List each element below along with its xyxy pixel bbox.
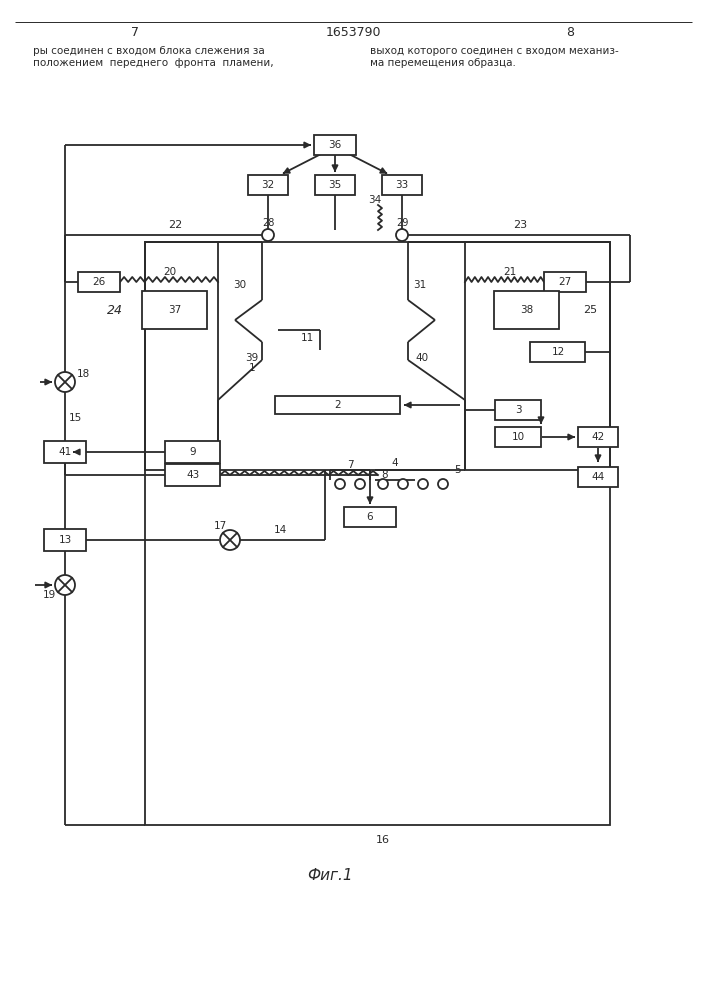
Circle shape [418, 479, 428, 489]
Text: 15: 15 [69, 413, 81, 423]
Text: 19: 19 [42, 590, 56, 600]
Text: 32: 32 [262, 180, 274, 190]
Bar [44, 529, 86, 551]
Circle shape [55, 575, 75, 595]
Bar [44, 441, 86, 463]
Text: 2: 2 [334, 400, 341, 410]
Text: 6: 6 [367, 512, 373, 522]
Text: 35: 35 [328, 180, 341, 190]
Text: 12: 12 [551, 347, 565, 357]
Text: 14: 14 [274, 525, 286, 535]
Text: 22: 22 [168, 220, 182, 230]
Circle shape [438, 479, 448, 489]
Circle shape [55, 372, 75, 392]
Text: 41: 41 [59, 447, 71, 457]
Circle shape [335, 479, 345, 489]
Circle shape [262, 229, 274, 241]
Text: 44: 44 [591, 472, 604, 482]
Text: 38: 38 [520, 305, 534, 315]
Text: 29: 29 [396, 218, 408, 228]
Text: 43: 43 [187, 470, 199, 480]
Bar [578, 467, 618, 487]
Bar [276, 396, 400, 414]
Text: 17: 17 [214, 521, 227, 531]
Circle shape [355, 479, 365, 489]
Text: 39: 39 [245, 353, 259, 363]
Text: 23: 23 [513, 220, 527, 230]
Bar [344, 507, 396, 527]
Bar [382, 175, 422, 195]
Circle shape [396, 229, 408, 241]
Bar [145, 242, 610, 825]
Text: 7: 7 [346, 460, 354, 470]
Bar [165, 441, 221, 463]
Text: 26: 26 [93, 277, 105, 287]
Text: 8: 8 [382, 470, 388, 480]
Bar [530, 342, 585, 362]
Bar [495, 427, 541, 447]
Bar [315, 175, 355, 195]
Circle shape [378, 479, 388, 489]
Text: 16: 16 [376, 835, 390, 845]
Bar [465, 242, 610, 470]
Text: 25: 25 [583, 305, 597, 315]
Text: 21: 21 [503, 267, 517, 277]
Bar [578, 427, 618, 447]
Text: 34: 34 [368, 195, 382, 205]
Bar [165, 464, 221, 486]
Circle shape [398, 479, 408, 489]
Text: 37: 37 [168, 305, 182, 315]
Text: 4: 4 [392, 458, 398, 468]
Text: 18: 18 [76, 369, 90, 379]
Text: 20: 20 [163, 267, 177, 277]
Text: 42: 42 [591, 432, 604, 442]
Bar [495, 400, 541, 420]
Text: Фиг.1: Фиг.1 [307, 867, 353, 882]
Text: 36: 36 [328, 140, 341, 150]
Bar [494, 291, 559, 329]
Text: 10: 10 [511, 432, 525, 442]
Text: 9: 9 [189, 447, 197, 457]
Text: ры соединен с входом блока слежения за
положением  переднего  фронта  пламени,: ры соединен с входом блока слежения за п… [33, 46, 274, 68]
Text: 5: 5 [455, 465, 461, 475]
Bar [314, 135, 356, 155]
Text: 11: 11 [300, 333, 314, 343]
Text: 13: 13 [59, 535, 71, 545]
Text: 1: 1 [249, 363, 255, 373]
Text: 33: 33 [395, 180, 409, 190]
Circle shape [220, 530, 240, 550]
Text: 3: 3 [515, 405, 521, 415]
Text: 8: 8 [566, 25, 574, 38]
Text: выход которого соединен с входом механиз-
ма перемещения образца.: выход которого соединен с входом механиз… [370, 46, 619, 68]
Text: 24: 24 [107, 304, 123, 316]
Bar [248, 175, 288, 195]
Bar [78, 272, 120, 292]
Text: 31: 31 [414, 280, 426, 290]
Text: 40: 40 [416, 353, 428, 363]
Bar [544, 272, 586, 292]
Bar [145, 242, 218, 470]
Text: 1653790: 1653790 [325, 25, 381, 38]
Bar [143, 291, 207, 329]
Text: 30: 30 [233, 280, 247, 290]
Text: 27: 27 [559, 277, 572, 287]
Text: 7: 7 [131, 25, 139, 38]
Text: 28: 28 [262, 218, 274, 228]
